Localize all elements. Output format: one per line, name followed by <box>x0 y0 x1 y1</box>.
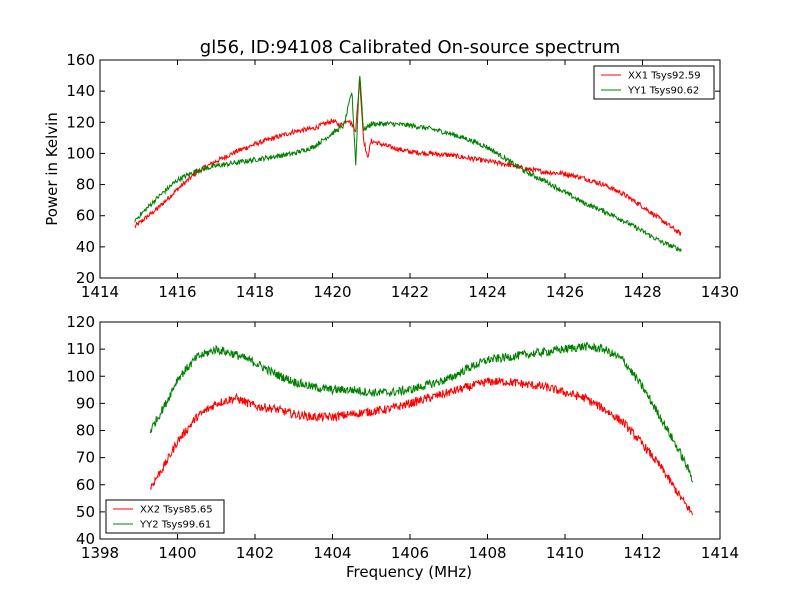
y-axis-label: Power in Kelvin <box>43 112 61 226</box>
y-tick-label: 80 <box>76 176 95 194</box>
y-tick-label: 120 <box>66 313 95 331</box>
legend-entry: XX1 Tsys92.59 <box>628 71 701 82</box>
y-tick-label: 40 <box>76 238 95 256</box>
y-tick-label: 160 <box>66 51 95 69</box>
x-tick-label: 1400 <box>158 544 196 562</box>
chart-title: gl56, ID:94108 Calibrated On-source spec… <box>200 37 620 58</box>
legend-entry: YY1 Tsys90.62 <box>627 86 699 97</box>
x-tick-label: 1416 <box>158 283 196 301</box>
series-line-2 <box>134 75 682 253</box>
x-tick-label: 1426 <box>546 283 584 301</box>
y-tick-label: 60 <box>76 476 95 494</box>
y-tick-label: 120 <box>66 113 95 131</box>
x-tick-label: 1412 <box>623 544 661 562</box>
x-axis-label: Frequency (MHz) <box>346 563 472 581</box>
y-tick-label: 80 <box>76 422 95 440</box>
legend-entry: XX2 Tsys85.65 <box>140 505 213 516</box>
y-tick-label: 90 <box>76 394 95 412</box>
x-tick-label: 1422 <box>391 283 429 301</box>
legend-box <box>105 499 225 534</box>
y-tick-label: 70 <box>76 449 95 467</box>
legend-entry: YY2 Tsys99.61 <box>139 520 211 531</box>
chart-panels: 1414 1416 1418 1420 1422 1424 1426 1428 1430 20 40… <box>43 51 739 581</box>
x-tick-label: 1398 <box>81 544 119 562</box>
x-tick-label: 1418 <box>236 283 274 301</box>
x-tick-label: 1430 <box>701 283 739 301</box>
y-tick-label: 50 <box>76 503 95 521</box>
x-tick-label: 1410 <box>546 544 584 562</box>
x-tick-label: 1404 <box>313 544 351 562</box>
x-tick-label: 1424 <box>468 283 506 301</box>
x-tick-label: 1428 <box>623 283 661 301</box>
x-tick-label: 1414 <box>81 283 119 301</box>
x-tick-label: 1402 <box>236 544 274 562</box>
x-tick-label: 1406 <box>391 544 429 562</box>
y-tick-label: 100 <box>66 367 95 385</box>
y-tick-label: 110 <box>66 340 95 358</box>
x-tick-label: 1414 <box>701 544 739 562</box>
series-line-1 <box>134 80 682 236</box>
y-tick-label: 60 <box>76 207 95 225</box>
chart-panel-2: 1398 1400 1402 1404 1406 1408 1410 1412 1414 40 50… <box>66 313 739 581</box>
legend: XX1 Tsys92.59 YY1 Tsys90.62 <box>593 65 715 100</box>
chart-panel-1: 1414 1416 1418 1420 1422 1424 1426 1428 1430 20 40… <box>43 51 739 301</box>
x-tick-label: 1408 <box>468 544 506 562</box>
series-line-1 <box>149 377 693 516</box>
y-tick-label: 40 <box>76 530 95 548</box>
y-tick-label: 100 <box>66 144 95 162</box>
y-tick-label: 20 <box>76 269 95 287</box>
x-tick-label: 1420 <box>313 283 351 301</box>
series-line-2 <box>149 341 694 483</box>
y-tick-label: 140 <box>66 82 95 100</box>
legend: XX2 Tsys85.65 YY2 Tsys99.61 <box>105 499 225 534</box>
legend-box <box>593 65 715 100</box>
